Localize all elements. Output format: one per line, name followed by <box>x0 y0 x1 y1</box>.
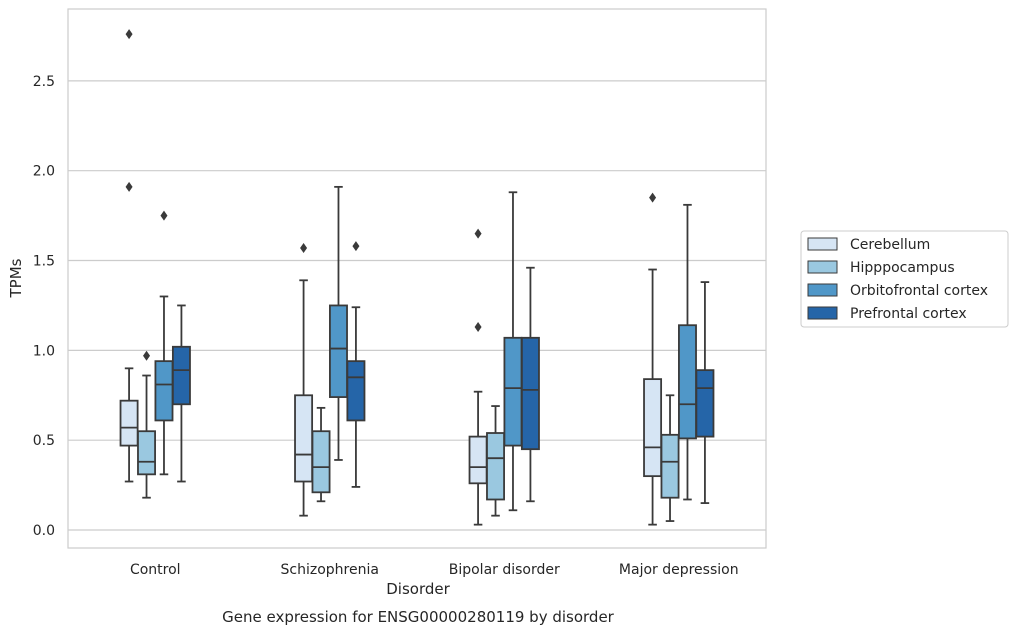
y-tick-labels: 0.0 0.5 1.0 1.5 2.0 2.5 <box>33 74 55 539</box>
x-tick-labels: Control Schizophrenia Bipolar disorder Majo… <box>130 562 739 578</box>
x-tick-label: Major depression <box>619 562 739 578</box>
legend: Cerebellum Hipppocampus Orbitofrontal cort… <box>800 230 1009 328</box>
outlier-marker <box>125 29 133 40</box>
legend-swatch-cerebellum <box>807 237 838 251</box>
y-tick-label: 0.5 <box>33 433 55 449</box>
legend-swatch-prefrontal-cortex <box>807 306 838 320</box>
box-orbitofrontal-cortex <box>678 203 697 501</box>
box-prefrontal-cortex <box>520 266 540 503</box>
legend-swatch-orbitofrontal-cortex <box>807 283 838 297</box>
legend-label-orbitofrontal-cortex: Orbitofrontal cortex <box>850 283 988 299</box>
outlier-marker <box>352 241 360 252</box>
box-iqr <box>695 369 715 438</box>
legend-swatch-hipppocampus <box>807 260 838 274</box>
outlier-marker <box>474 228 482 239</box>
x-tick-label: Bipolar disorder <box>449 562 560 578</box>
box-iqr <box>520 336 540 451</box>
outlier-marker <box>474 322 482 333</box>
box-iqr <box>486 432 505 501</box>
legend-label-prefrontal-cortex: Prefrontal cortex <box>850 306 967 322</box>
y-tick-label: 0.0 <box>33 523 55 539</box>
box-prefrontal-cortex <box>695 281 715 504</box>
legend-label-cerebellum: Cerebellum <box>850 237 930 253</box>
box-hipppocampus <box>311 406 331 503</box>
box-orbitofrontal-cortex <box>329 185 348 461</box>
box-iqr <box>468 435 488 485</box>
x-tick-label: Schizophrenia <box>281 562 379 578</box>
legend-frame <box>800 230 1009 328</box>
box-iqr <box>154 360 174 422</box>
box-cerebellum <box>468 228 488 526</box>
box-iqr <box>346 360 366 422</box>
box-orbitofrontal-cortex <box>503 191 523 512</box>
y-tick-label: 2.0 <box>33 164 55 180</box>
x-axis-label: Disorder <box>386 580 450 598</box>
box-cerebellum <box>294 242 314 517</box>
box-prefrontal-cortex <box>346 241 366 488</box>
box-iqr <box>119 399 139 447</box>
box-cerebellum <box>643 192 663 526</box>
box-iqr <box>678 324 697 440</box>
outlier-marker <box>649 192 657 203</box>
box-iqr <box>137 430 156 476</box>
box-hipppocampus <box>486 405 505 517</box>
x-tick-label: Control <box>130 562 181 578</box>
outlier-marker <box>160 210 168 221</box>
y-tick-label: 1.5 <box>33 254 55 270</box>
box-iqr <box>660 433 680 499</box>
box-iqr <box>294 394 314 483</box>
box-iqr <box>329 304 348 398</box>
y-tick-label: 1.0 <box>33 343 55 359</box>
legend-label-hipppocampus: Hipppocampus <box>850 260 955 276</box>
box-hipppocampus <box>660 394 680 522</box>
y-tick-label: 2.5 <box>33 74 55 90</box>
outlier-marker <box>300 242 308 253</box>
outlier-marker <box>143 350 151 361</box>
outlier-marker <box>125 181 133 192</box>
box-cerebellum <box>119 29 139 483</box>
box-hipppocampus <box>137 350 156 499</box>
box-prefrontal-cortex <box>171 304 191 483</box>
box-iqr <box>171 345 191 406</box>
box-iqr <box>503 336 523 447</box>
box-iqr <box>311 430 331 494</box>
y-axis-label: TPMs <box>7 258 25 298</box>
box-groups <box>119 29 715 526</box>
chart-title: Gene expression for ENSG00000280119 by d… <box>222 608 615 626</box>
box-iqr <box>643 378 663 478</box>
plot-frame <box>67 8 767 549</box>
